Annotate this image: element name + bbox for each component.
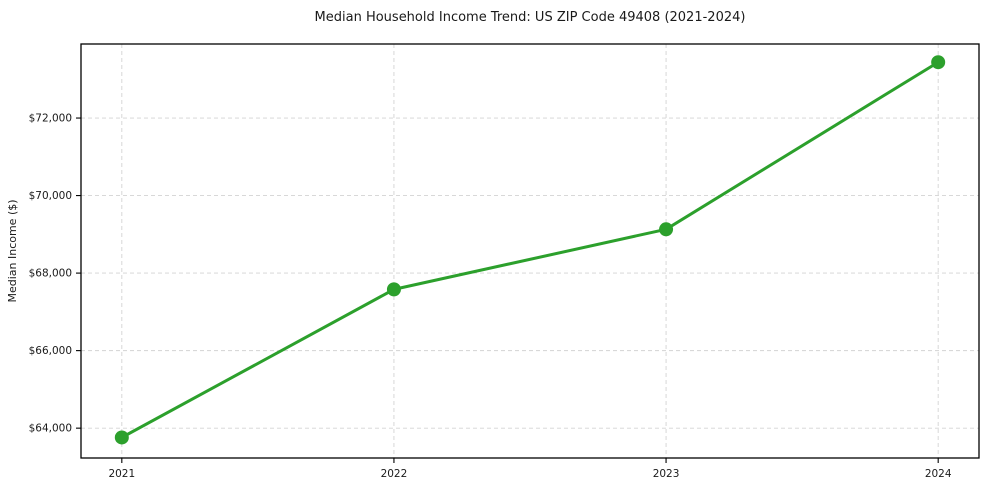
- y-tick-labels: $64,000 $66,000 $68,000 $70,000 $72,000: [29, 113, 72, 435]
- x-tick-labels: 2021 2022 2023 2024: [108, 468, 951, 480]
- plot-border: [80, 43, 980, 459]
- series-line: [120, 60, 940, 439]
- y-tick-label: $66,000: [29, 345, 72, 357]
- chart-title: Median Household Income Trend: US ZIP Co…: [315, 10, 746, 25]
- y-tick-label: $64,000: [29, 423, 72, 435]
- data-point-2023: [659, 222, 674, 237]
- data-point-2021: [114, 430, 129, 445]
- data-point-2024: [931, 55, 946, 70]
- gridlines: [81, 44, 979, 458]
- x-tick-label: 2024: [925, 468, 952, 480]
- data-series: [114, 55, 946, 445]
- tick-marks: [76, 117, 939, 463]
- x-tick-label: 2023: [653, 468, 680, 480]
- y-tick-label: $72,000: [29, 113, 72, 125]
- axes-frame: [80, 43, 980, 459]
- x-tick-label: 2021: [108, 468, 135, 480]
- y-tick-label: $68,000: [29, 268, 72, 280]
- x-tick-label: 2022: [381, 468, 408, 480]
- y-axis-label: Median Income ($): [6, 199, 19, 302]
- y-tick-label: $70,000: [29, 190, 72, 202]
- data-point-2022: [386, 282, 401, 297]
